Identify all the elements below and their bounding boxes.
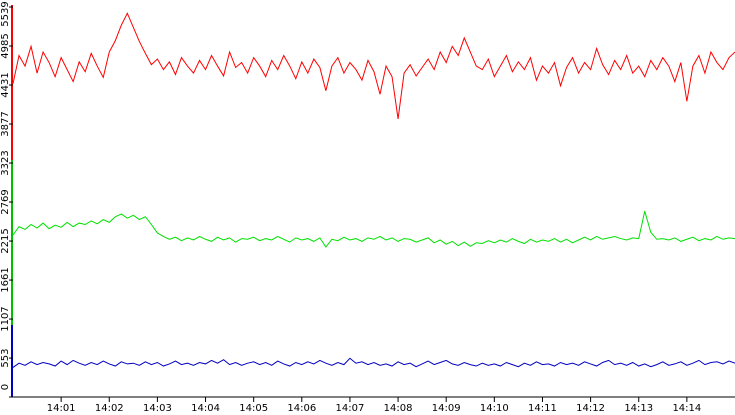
x-tick-label: 14:07 — [336, 403, 365, 414]
x-tick-label: 14:12 — [576, 403, 605, 414]
x-tick-label: 14:08 — [384, 403, 413, 414]
x-tick-label: 14:04 — [191, 403, 220, 414]
y-tick-label: 4985 — [0, 33, 11, 58]
x-tick-label: 14:02 — [95, 403, 124, 414]
x-tick-label: 14:06 — [287, 403, 316, 414]
y-tick-label: 2769 — [0, 189, 11, 214]
y-tick-label: 1107 — [0, 306, 11, 331]
x-tick-label: 14:05 — [239, 403, 268, 414]
x-tick-label: 14:09 — [432, 403, 461, 414]
x-tick-label: 14:13 — [624, 403, 653, 414]
x-tick-label: 14:01 — [47, 403, 76, 414]
y-tick-label: 1661 — [0, 267, 11, 292]
y-tick-label: 2215 — [0, 228, 11, 253]
y-tick-label: 3323 — [0, 150, 11, 175]
series-line — [12, 210, 735, 248]
y-tick-label: 0 — [0, 384, 11, 390]
series-line — [12, 12, 735, 119]
y-tick-label: 553 — [0, 349, 11, 368]
x-tick-label: 14:14 — [672, 403, 701, 414]
series-line — [12, 357, 735, 368]
x-tick-label: 14:03 — [143, 403, 172, 414]
y-tick-label: 5539 — [0, 1, 11, 26]
y-tick-label: 4431 — [0, 72, 11, 97]
y-tick-label: 3877 — [0, 111, 11, 136]
x-tick-label: 14:11 — [528, 403, 557, 414]
x-tick-label: 14:10 — [480, 403, 509, 414]
